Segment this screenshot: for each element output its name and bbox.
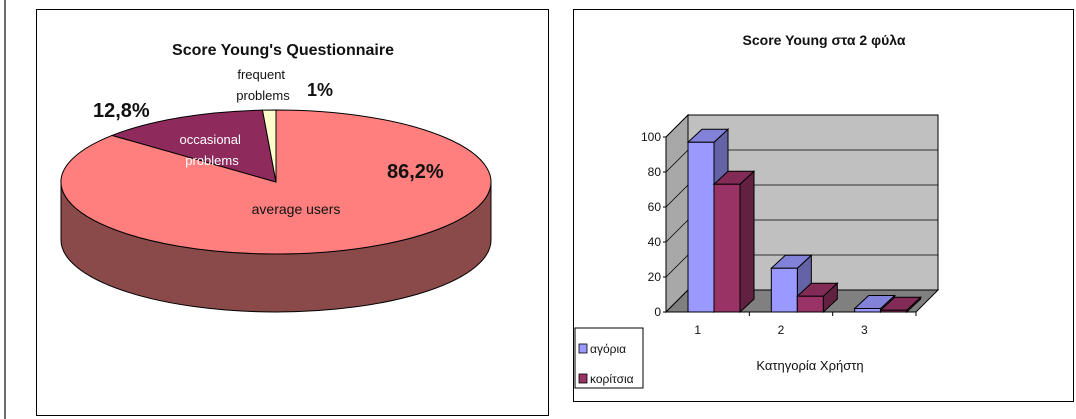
bar-x-axis-label: Κατηγορία Χρήστη bbox=[756, 358, 863, 373]
legend-swatch-girls bbox=[578, 373, 588, 384]
bar-y-tick-label: 100 bbox=[641, 130, 661, 144]
bar-x-tick-label: 2 bbox=[778, 323, 785, 337]
pie-label-frequent: frequent problems bbox=[236, 67, 290, 103]
pie-chart-panel: Score Young's Questionnaire 86,2% averag… bbox=[36, 9, 549, 416]
pie-title: Score Young's Questionnaire bbox=[172, 42, 394, 59]
bar-chart: Score Young στα 2 φύλα 0 20 40 60 80 100 1 2 3 Κ… bbox=[574, 32, 940, 389]
legend-label-boys: αγόρια bbox=[590, 342, 626, 356]
bar-αγόρια-2 bbox=[770, 267, 798, 313]
pie-percent-frequent: 1% bbox=[307, 80, 333, 100]
bar-gridline bbox=[665, 114, 938, 138]
bar-legend: αγόρια κορίτσια bbox=[574, 327, 644, 389]
pie-percent-occasional: 12,8% bbox=[93, 100, 150, 122]
pie-label-occasional-line2: problems bbox=[185, 153, 239, 168]
bar-chart-panel: Score Young στα 2 φύλα 0 20 40 60 80 100 1 2 3 Κ… bbox=[573, 9, 1074, 402]
bar-x-tick-label: 3 bbox=[861, 323, 868, 337]
pie-label-avg: average users bbox=[252, 201, 341, 217]
bar-side-κορίτσια-1 bbox=[739, 170, 755, 314]
page-left-rule bbox=[4, 0, 6, 419]
bar-side-wall bbox=[665, 113, 689, 314]
bar-y-tick-label: 40 bbox=[648, 235, 662, 249]
bar-κορίτσια-2 bbox=[796, 295, 824, 313]
bar-title: Score Young στα 2 φύλα bbox=[743, 32, 906, 48]
bar-y-tick-label: 0 bbox=[654, 305, 661, 319]
pie-label-frequent-line2: problems bbox=[236, 88, 290, 103]
legend-swatch-boys bbox=[578, 343, 588, 354]
pie-label-frequent-line1: frequent bbox=[237, 67, 285, 82]
legend-label-girls: κορίτσια bbox=[590, 372, 634, 386]
pie-percent-avg: 86,2% bbox=[387, 161, 444, 183]
bar-αγόρια-3 bbox=[854, 308, 882, 313]
bar-x-tick-label: 1 bbox=[694, 323, 701, 337]
pie-label-occasional-line1: occasional bbox=[179, 132, 241, 147]
bar-y-tick-label: 80 bbox=[648, 165, 662, 179]
bar-αγόρια-1 bbox=[687, 141, 715, 313]
pie-slice-occasional-problems bbox=[110, 109, 277, 183]
pie-slice-frequent-problems bbox=[261, 109, 277, 183]
bar-κορίτσια-1 bbox=[713, 183, 741, 313]
bar-κορίτσια-3 bbox=[880, 309, 908, 313]
pie-label-occasional: occasional problems bbox=[179, 132, 244, 168]
bar-y-tick-label: 60 bbox=[648, 200, 662, 214]
bar-y-tick-label: 20 bbox=[648, 270, 662, 284]
pie-chart: Score Young's Questionnaire 86,2% averag… bbox=[60, 42, 492, 313]
